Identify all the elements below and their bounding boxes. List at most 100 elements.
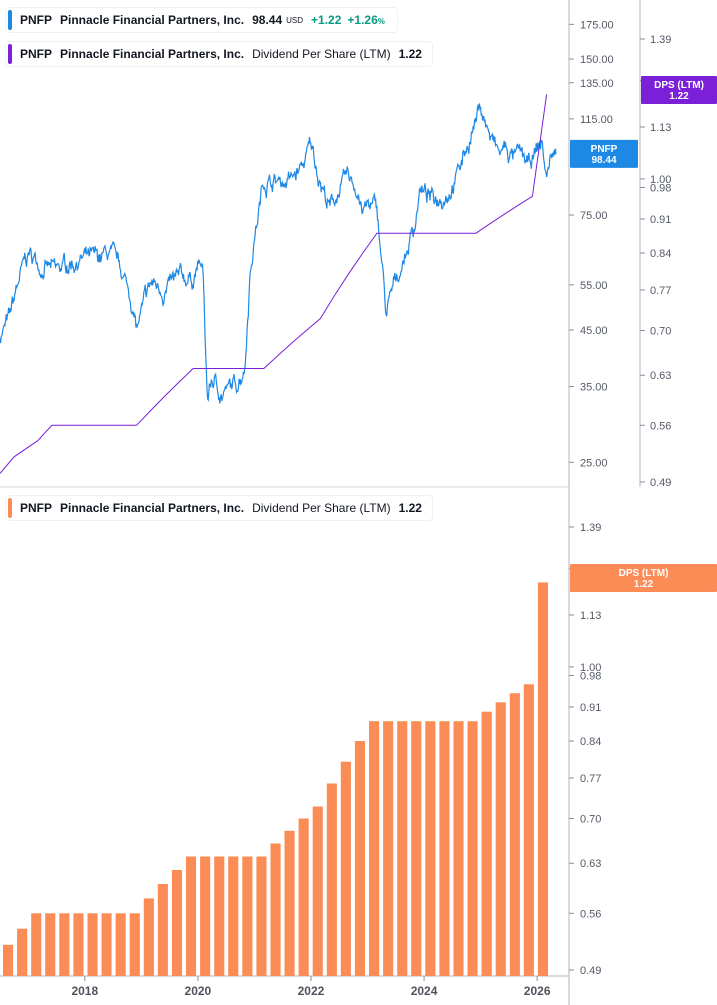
dps-overlay-tick-label: 0.77 [650,285,671,297]
price-series-line [0,103,557,404]
dps-bar [453,721,464,976]
legend-price-change-pct: +1.26% [347,13,385,27]
dps-bar [115,913,126,976]
dps-overlay-badge: DPS (LTM)1.22 [641,76,717,104]
legend-dps-bars[interactable]: PNFP Pinnacle Financial Partners, Inc. D… [6,496,432,520]
dps-bars-tick-label: 1.00 [580,662,601,674]
dps-bar [523,684,534,976]
legend-dps-overlay-company: Pinnacle Financial Partners, Inc. [60,47,245,61]
legend-pct-sign: % [377,17,385,26]
dps-bar [354,741,365,976]
legend-dps-overlay-swatch [8,44,12,64]
time-tick-label: 2018 [71,984,98,998]
dps-bar [369,721,380,976]
dps-overlay-badge-bg [641,76,717,104]
price-badge-bg [570,139,638,168]
price-tick-label: 45.00 [580,325,608,337]
legend-dps-overlay-symbol: PNFP [20,47,53,61]
legend-price-value: 98.44 [252,13,283,27]
dps-overlay-tick-label: 0.70 [650,325,671,337]
dps-overlay-tick-label: 0.56 [650,420,671,432]
dps-bar [17,928,28,976]
dps-bar [298,818,309,976]
price-badge-label: PNFP [591,144,618,155]
time-tick-label: 2022 [298,984,325,998]
dps-overlay-tick-label: 1.00 [650,174,671,186]
legend-dps-overlay-value: 1.22 [398,47,422,61]
dps-bar [157,884,168,976]
dps-bar [439,721,450,976]
dps-bar [73,913,84,976]
dps-bars-tick-label: 0.63 [580,858,601,870]
dps-bar [45,913,56,976]
price-tick-label: 115.00 [580,114,613,126]
dps-bars-tick-label: 0.98 [580,671,601,683]
dps-bars-badge-label: DPS (LTM) [619,568,669,579]
dps-bars-badge: DPS (LTM)1.22 [570,564,717,592]
dps-bars-tick-label: 1.13 [580,610,601,622]
legend-price-change: +1.22 [311,13,342,27]
legend-price[interactable]: PNFP Pinnacle Financial Partners, Inc. 9… [6,8,397,32]
dps-overlay-tick-label: 0.49 [650,477,671,489]
dps-bar [411,721,422,976]
dps-bar [59,913,70,976]
dps-bar [509,693,520,976]
price-tick-label: 55.00 [580,280,608,292]
dps-bar [214,856,225,976]
dps-overlay-tick-label: 1.13 [650,122,671,134]
legend-dps-bars-value: 1.22 [398,501,422,515]
dps-bar [537,582,548,976]
dps-overlay-tick-label: 0.98 [650,183,671,195]
dps-bars-tick-label: 0.84 [580,736,601,748]
dps-bar [200,856,211,976]
legend-dps-bars-symbol: PNFP [20,501,53,515]
dps-bar [397,721,408,976]
time-tick-label: 2026 [524,984,551,998]
time-tick-label: 2024 [411,984,438,998]
price-tick-label: 75.00 [580,210,608,222]
dps-bar [242,856,253,976]
dps-bars-tick-label: 0.56 [580,908,601,920]
dps-bars-badge-value: 1.22 [634,579,654,590]
legend-price-symbol: PNFP [20,13,53,27]
dps-bar [171,870,182,976]
legend-dps-bars-swatch [8,498,12,518]
dps-overlay-series-line [0,94,548,474]
dps-bars-tick-label: 0.49 [580,965,601,977]
dps-bar [270,843,281,976]
legend-dps-overlay[interactable]: PNFP Pinnacle Financial Partners, Inc. D… [6,42,432,66]
dps-bar [312,806,323,976]
dps-bar [129,913,140,976]
legend-pct-number: +1.26 [347,13,378,27]
dps-bar [383,721,394,976]
legend-price-company: Pinnacle Financial Partners, Inc. [60,13,245,27]
legend-dps-bars-company: Pinnacle Financial Partners, Inc. [60,501,245,515]
dps-bar [495,702,506,976]
dps-bar [340,761,351,976]
dps-bars-tick-label: 0.91 [580,702,601,714]
dps-overlay-tick-label: 0.63 [650,370,671,382]
price-tick-label: 35.00 [580,382,608,394]
dps-bar [326,783,337,976]
legend-price-swatch [8,10,12,30]
dps-bars-tick-label: 0.77 [580,773,601,785]
price-tick-label: 175.00 [580,19,614,31]
dps-bars-badge-bg [570,564,717,592]
dps-bar [481,711,492,976]
legend-dps-bars-indicator: Dividend Per Share (LTM) [252,501,391,515]
price-tick-label: 25.00 [580,457,608,469]
dps-overlay-badge-label: DPS (LTM) [654,80,704,91]
price-tick-label: 135.00 [580,78,614,90]
dps-bar [101,913,112,976]
dps-bar-series [3,582,548,976]
dps-bar [143,898,154,976]
price-badge-value: 98.44 [591,155,616,166]
dps-bar [228,856,239,976]
dps-bar [467,721,478,976]
price-tick-label: 150.00 [580,54,614,66]
time-axis: 2018 2020 2022 2024 2026 [71,976,551,998]
dps-bar [3,944,14,976]
dps-bar [186,856,197,976]
dps-bar [256,856,267,976]
